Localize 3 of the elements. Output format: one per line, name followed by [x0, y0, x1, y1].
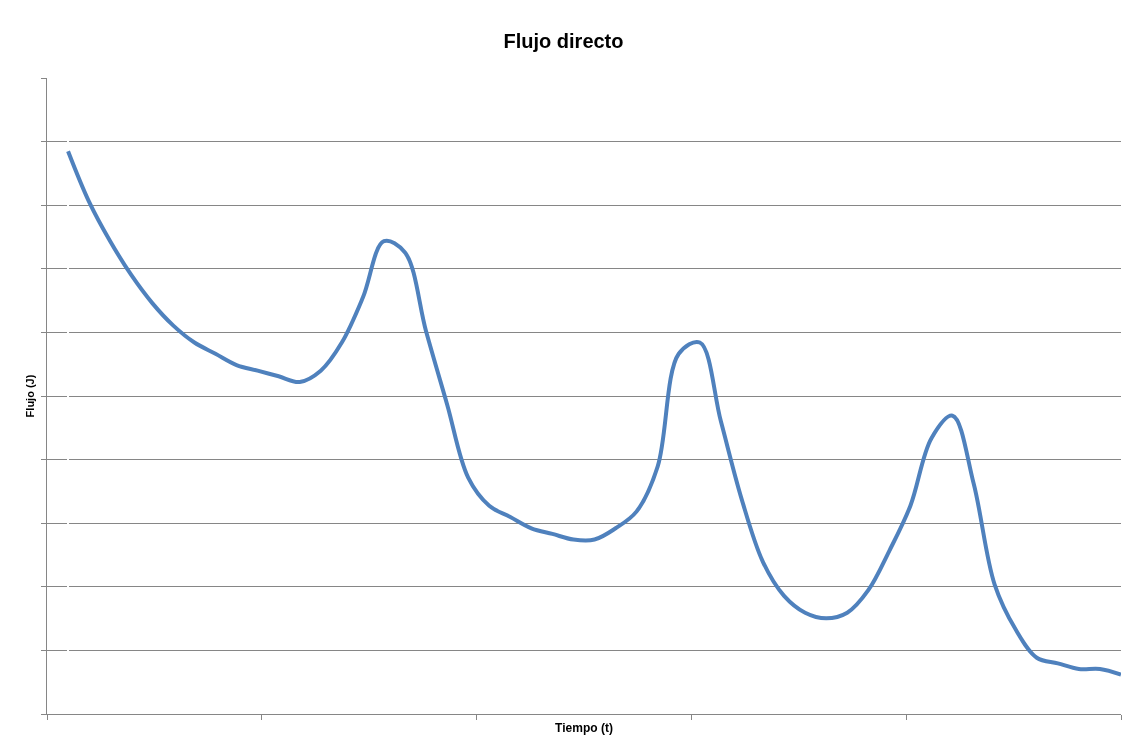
- x-axis-title: Tiempo (t): [555, 720, 613, 735]
- y-axis-title: Flujo (J): [23, 374, 36, 418]
- chart-title: Flujo directo: [503, 29, 624, 52]
